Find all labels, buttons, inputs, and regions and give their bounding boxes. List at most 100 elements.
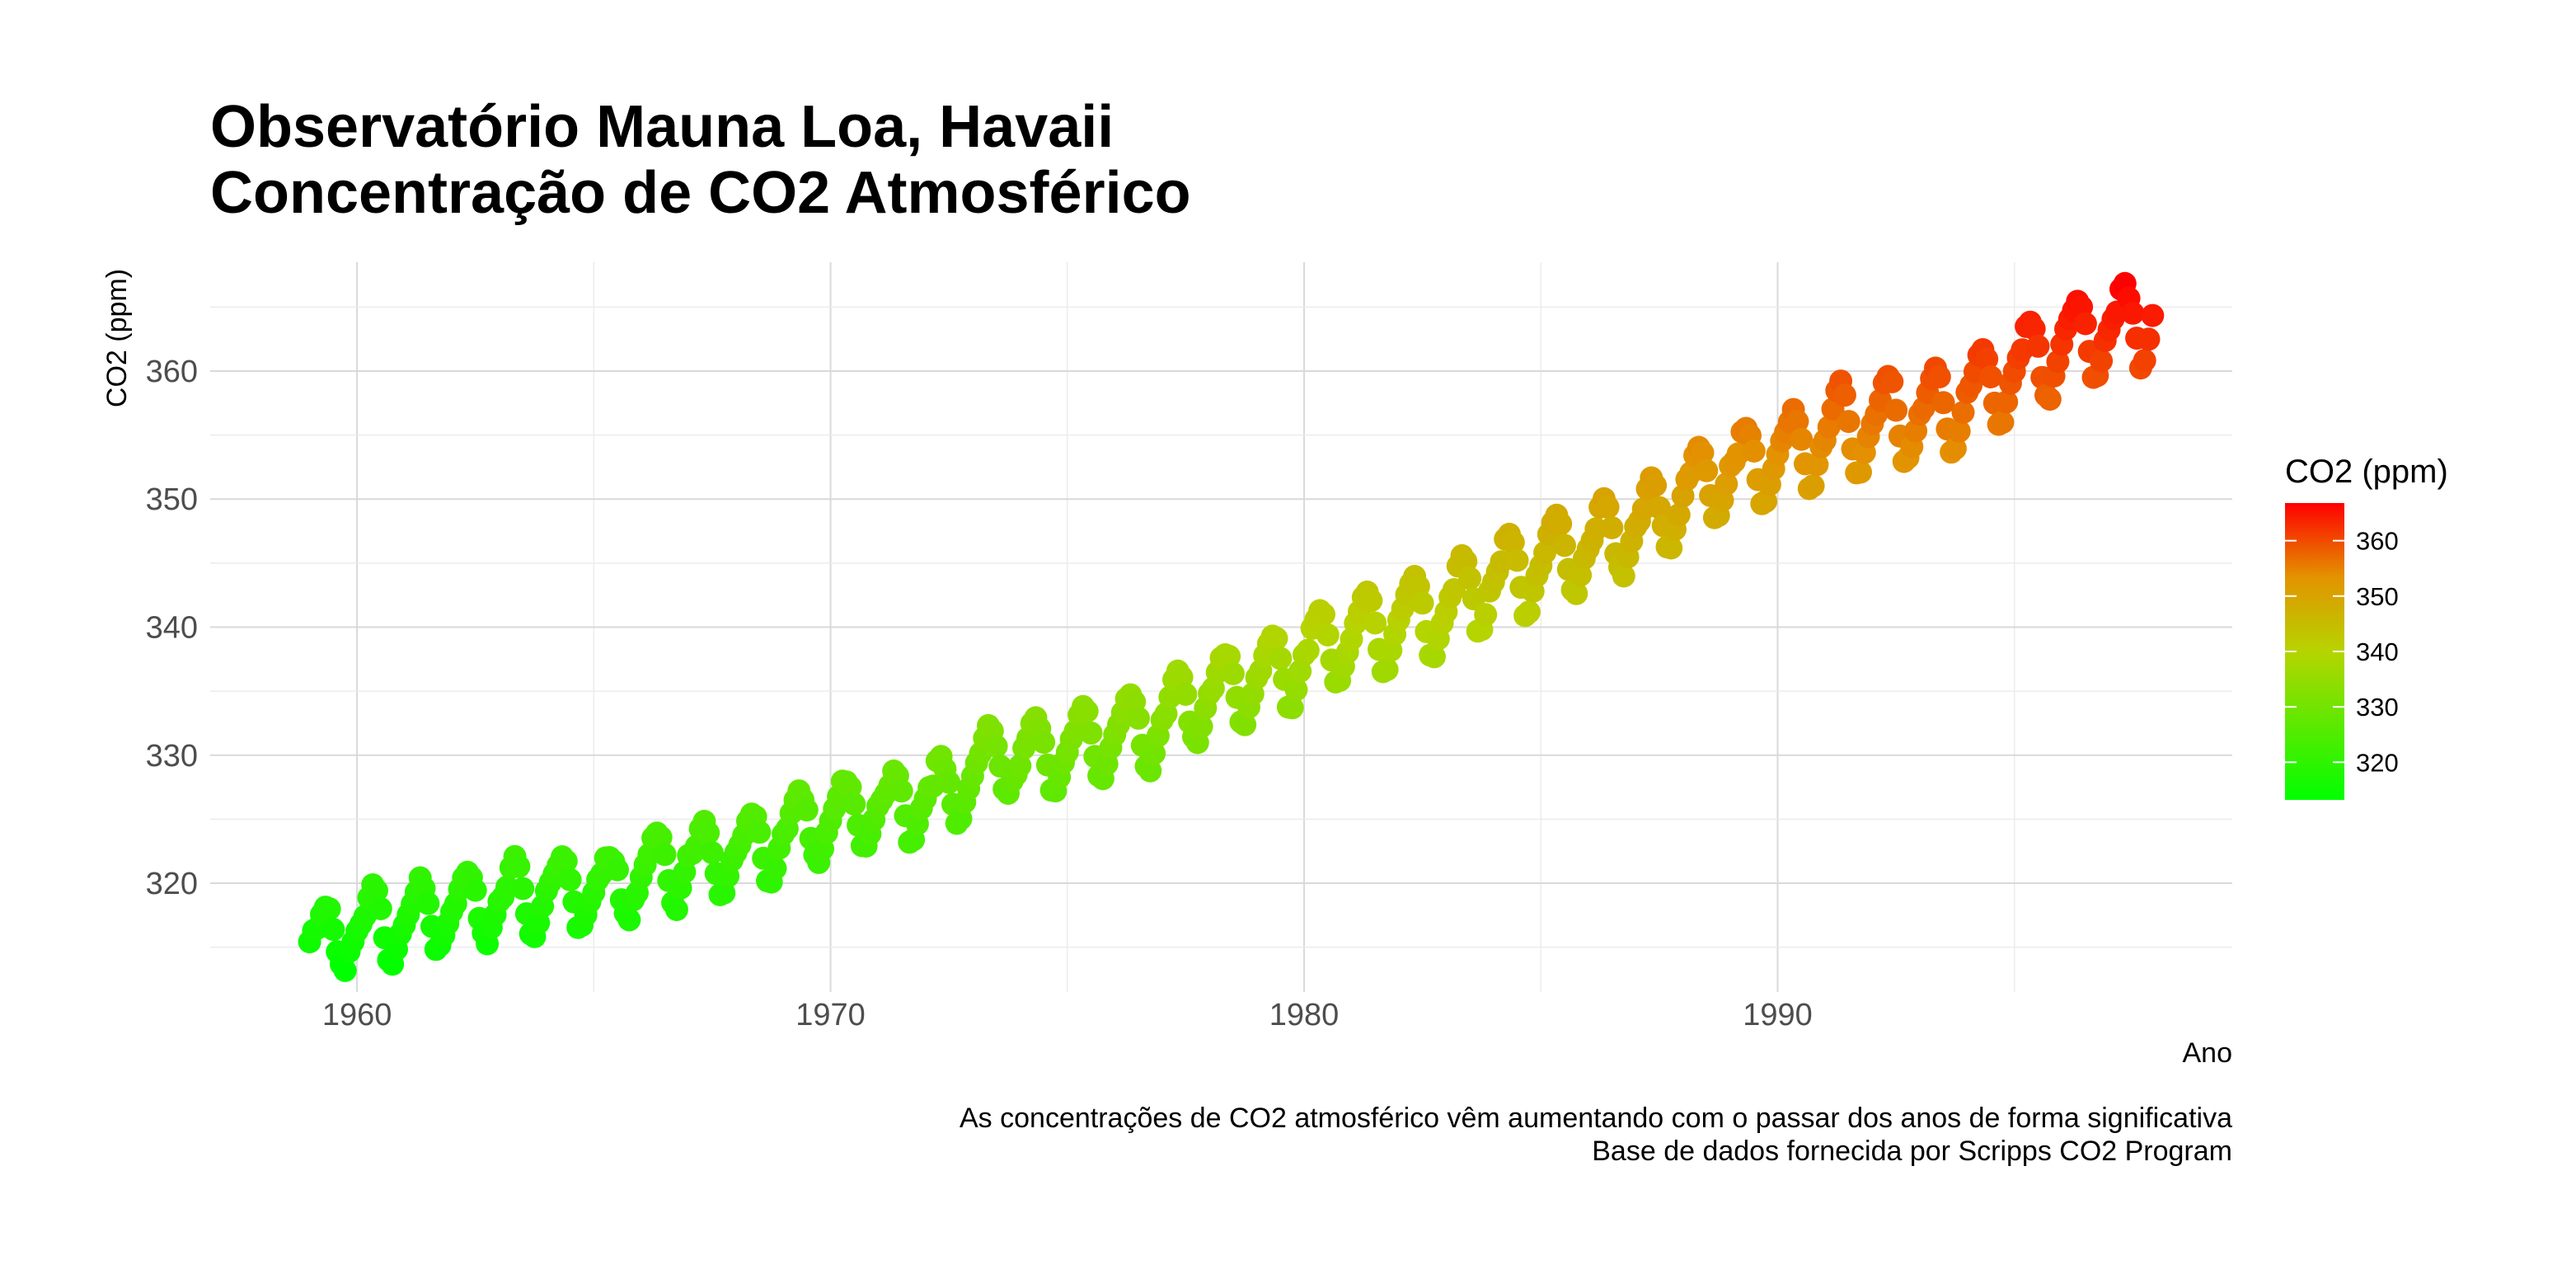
data-point	[2137, 327, 2161, 351]
y-axis-label: CO2 (ppm)	[101, 269, 133, 407]
data-point	[368, 896, 392, 920]
data-point	[842, 792, 866, 816]
data-point	[1742, 440, 1766, 463]
x-tick-label: 1980	[1269, 998, 1340, 1032]
data-point	[748, 821, 772, 844]
data-point	[653, 843, 677, 867]
data-point	[2038, 388, 2062, 411]
x-tick-label: 1960	[322, 998, 392, 1032]
data-point	[1316, 623, 1340, 647]
data-point	[1691, 441, 1715, 464]
data-point	[554, 849, 578, 873]
data-point	[1218, 644, 1241, 668]
x-axis-ticks: 1960 1970 1980 1990	[322, 998, 1813, 1032]
y-tick-label: 360	[146, 355, 198, 389]
data-point	[1474, 603, 1498, 627]
data-point	[1927, 365, 1951, 388]
color-legend: CO2 (ppm) 360 350 340 330 320	[2285, 454, 2448, 800]
data-point	[697, 821, 720, 844]
data-point	[317, 897, 341, 921]
data-point	[1884, 398, 1908, 422]
data-point	[1995, 390, 2019, 414]
data-point	[1817, 415, 1841, 439]
legend-tick-label: 340	[2356, 637, 2399, 666]
data-point	[1849, 460, 1872, 484]
data-point	[649, 825, 673, 849]
legend-tick-label: 350	[2356, 582, 2399, 611]
data-point	[463, 878, 487, 902]
y-tick-label: 340	[146, 611, 198, 646]
x-axis-label: Ano	[2183, 1037, 2233, 1069]
data-point	[507, 854, 531, 878]
data-point	[763, 857, 787, 880]
data-point	[1832, 383, 1856, 407]
data-point	[1837, 410, 1860, 434]
data-points	[298, 271, 2165, 982]
data-point	[1943, 436, 1967, 460]
data-point	[1553, 534, 1576, 557]
data-point	[1079, 721, 1103, 745]
data-point	[2090, 349, 2114, 373]
data-point	[416, 891, 440, 915]
data-point	[1075, 699, 1099, 723]
legend-tick-label: 330	[2356, 693, 2399, 722]
data-point	[1695, 459, 1719, 482]
data-point	[1233, 712, 1257, 736]
data-point	[1284, 678, 1308, 702]
data-point	[1008, 754, 1032, 778]
data-point	[1644, 473, 1668, 497]
data-point	[1947, 419, 1971, 443]
data-point	[1991, 411, 2015, 435]
x-tick-label: 1970	[795, 998, 866, 1032]
data-point	[1296, 638, 1320, 662]
data-point	[664, 898, 688, 921]
data-point	[558, 868, 582, 891]
y-axis-ticks: 320 330 340 350 360	[146, 355, 198, 901]
data-point	[1667, 503, 1691, 527]
data-point	[2133, 349, 2156, 373]
data-point	[1931, 391, 1955, 415]
caption-line-1: As concentrações de CO2 atmosférico vêm …	[960, 1103, 2232, 1134]
legend-title: CO2 (ppm)	[2285, 454, 2448, 490]
data-point	[1375, 658, 1399, 681]
data-point	[1549, 512, 1573, 536]
data-point	[1312, 603, 1335, 626]
data-point	[1880, 369, 1904, 393]
data-point	[1975, 347, 1999, 371]
data-point	[1501, 530, 1525, 554]
data-point	[889, 779, 913, 803]
data-point	[1359, 589, 1383, 613]
data-point	[1265, 627, 1288, 651]
data-point	[2022, 317, 2046, 341]
data-point	[1647, 496, 1671, 520]
data-point	[2121, 301, 2145, 325]
data-point	[321, 918, 345, 942]
data-point	[1174, 682, 1198, 706]
data-point	[511, 877, 535, 901]
data-point	[1269, 647, 1293, 670]
caption-line-2: Base de dados fornecida por Scripps CO2 …	[1592, 1136, 2232, 1167]
data-point	[984, 734, 1008, 758]
x-tick-label: 1990	[1743, 998, 1813, 1032]
data-point	[1127, 706, 1150, 730]
data-point	[937, 770, 961, 794]
data-point	[1138, 759, 1162, 783]
data-point	[1423, 645, 1446, 669]
data-point	[1533, 541, 1557, 565]
legend-ticks: 360 350 340 330 320	[2285, 527, 2399, 777]
data-point	[1715, 472, 1738, 496]
y-tick-label: 330	[146, 739, 198, 774]
data-point	[606, 858, 629, 882]
data-point	[1979, 365, 2002, 388]
data-point	[333, 958, 357, 982]
data-point	[1659, 536, 1683, 560]
data-point	[1805, 453, 1829, 477]
data-point	[2073, 312, 2097, 336]
chart-title-line-1: Observatório Mauna Loa, Havaii	[210, 94, 1114, 160]
data-point	[700, 841, 724, 865]
data-point	[1612, 564, 1635, 588]
data-point	[1517, 600, 1541, 624]
data-point	[1596, 496, 1620, 519]
data-point	[2141, 303, 2165, 327]
